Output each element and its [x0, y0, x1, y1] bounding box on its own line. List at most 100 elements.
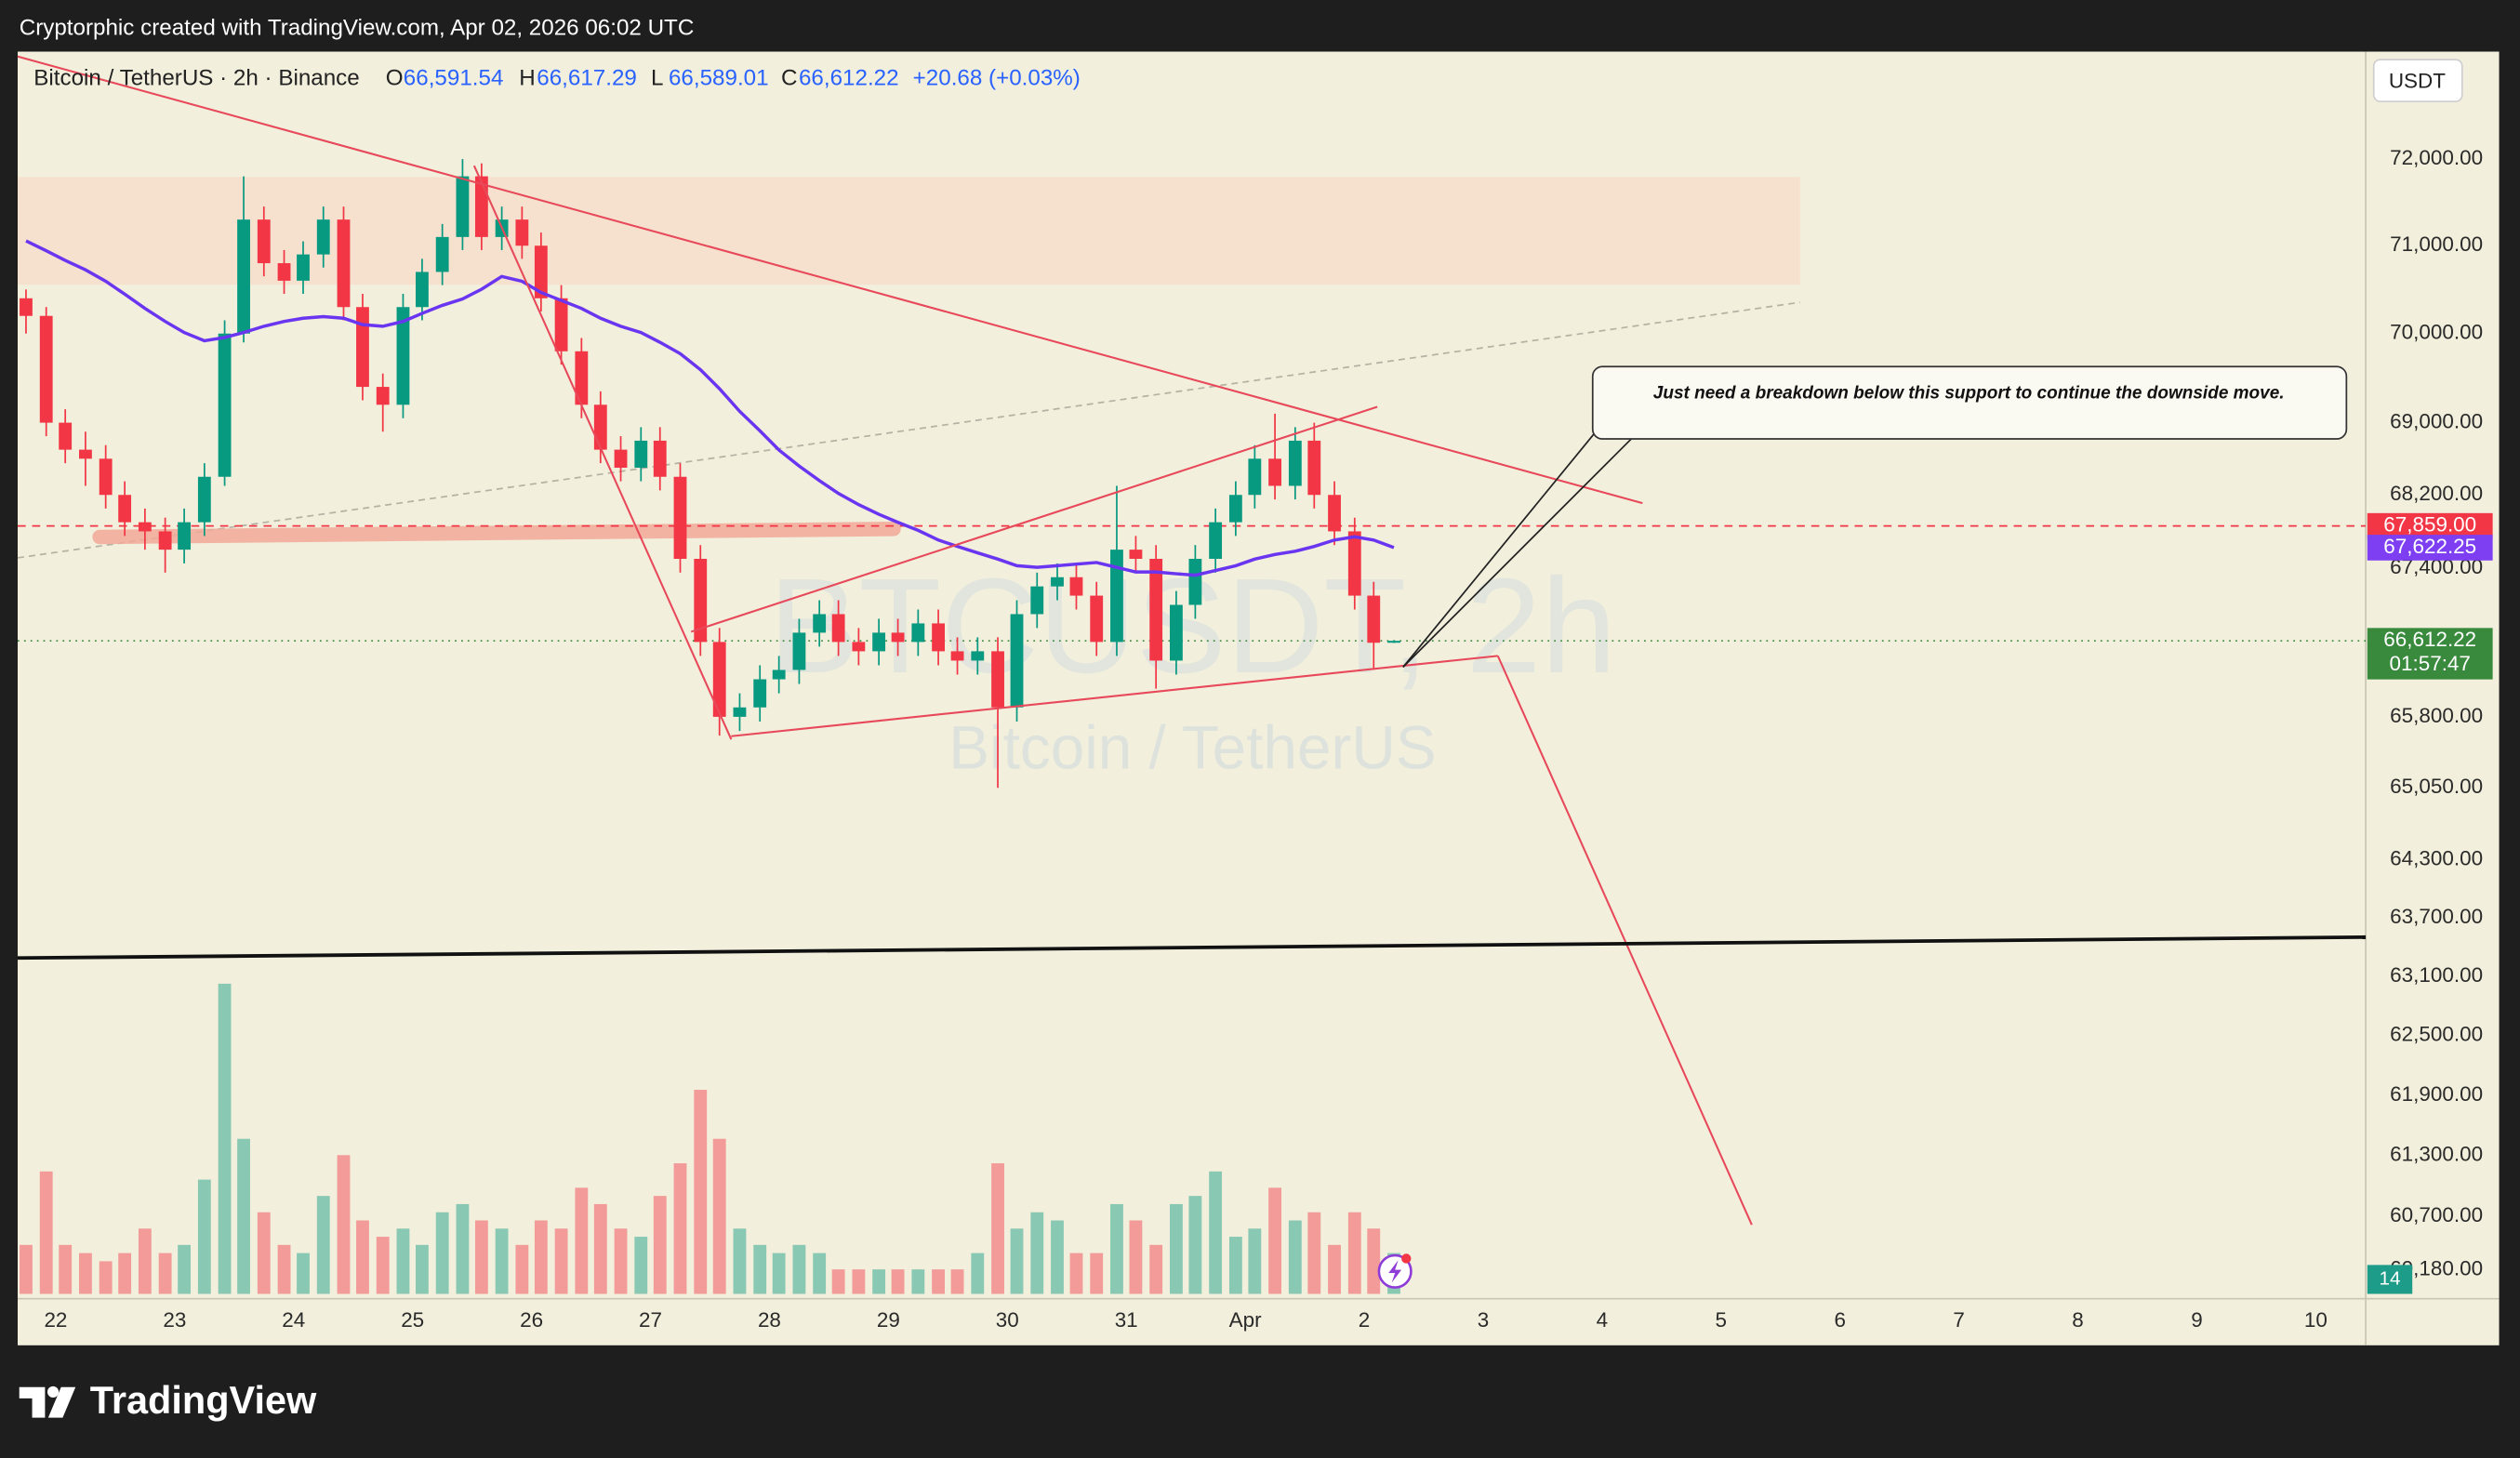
ohlc-legend: O 66,591.54 H 66,617.29 L 66,589.01 C 66,612.22: [386, 65, 899, 90]
volume-bar: [1051, 1220, 1064, 1294]
candle-body: [1209, 522, 1223, 559]
candle-body: [257, 219, 271, 264]
logo-shape: [19, 1386, 46, 1418]
candle-body: [653, 440, 667, 477]
volume-bar: [694, 1090, 708, 1294]
volume-bar: [356, 1220, 369, 1294]
volume-bar: [673, 1163, 687, 1294]
volume-bar: [653, 1196, 667, 1294]
volume-bar: [792, 1244, 806, 1294]
price-badge-text: 67,859.00: [2383, 513, 2476, 537]
candle-body: [971, 651, 985, 661]
candle-body: [99, 458, 113, 496]
volume-bar: [813, 1253, 827, 1294]
y-tick-label: 64,300.00: [2390, 846, 2483, 869]
volume-bar: [79, 1253, 92, 1294]
candle-body: [20, 298, 33, 316]
x-tick-label: 24: [282, 1308, 305, 1332]
resistance-zone: [18, 177, 1800, 285]
channel-lower: [731, 655, 1498, 737]
drop-trendline: [472, 165, 733, 740]
candle-body: [1328, 495, 1341, 532]
candle-body: [831, 614, 845, 643]
volume-bar: [435, 1212, 449, 1294]
legend-key: O: [386, 65, 404, 90]
volume-bar: [416, 1244, 429, 1294]
x-tick-label: 9: [2191, 1308, 2202, 1332]
candle-body: [1010, 614, 1024, 708]
volume-bar: [138, 1228, 152, 1294]
volume-bar: [515, 1244, 529, 1294]
x-tick-label: 22: [44, 1308, 67, 1332]
candle-body: [852, 642, 866, 652]
volume-bar: [971, 1253, 985, 1294]
volume-bar: [872, 1269, 886, 1294]
y-tick-label: 65,050.00: [2390, 775, 2483, 798]
candle-body: [197, 476, 211, 523]
legend-key: H: [519, 65, 535, 90]
volume-bar: [39, 1171, 53, 1294]
candle-body: [337, 219, 351, 308]
volume-bar: [456, 1203, 470, 1294]
horizontal-support: [17, 934, 2367, 961]
legend-value: 66,617.29: [537, 65, 637, 90]
y-tick-label: 69,000.00: [2390, 410, 2483, 433]
x-tick-label: 23: [163, 1308, 186, 1332]
volume-bar: [534, 1220, 548, 1294]
candle-body: [733, 707, 747, 717]
support-highlight: [92, 522, 901, 545]
y-tick-label: 65,800.00: [2390, 704, 2483, 727]
candle-body: [1228, 495, 1242, 523]
volume-bar: [495, 1228, 509, 1294]
volume-bar: [991, 1163, 1004, 1294]
alert-icon-bolt: [1388, 1260, 1402, 1283]
candle-body: [1347, 531, 1361, 596]
currency-button[interactable]: [2372, 59, 2463, 102]
volume-bar: [1090, 1253, 1104, 1294]
y-tick-label: 60,700.00: [2390, 1203, 2483, 1226]
indicator-badge: [2367, 1265, 2413, 1294]
candle-body: [1188, 558, 1202, 605]
candle-body: [614, 449, 628, 469]
volume-bar: [831, 1269, 845, 1294]
candle-body: [297, 254, 310, 281]
drawings-back: [17, 177, 1800, 559]
x-tick-label: 5: [1716, 1308, 1728, 1332]
candle-body: [316, 219, 330, 255]
candle-body: [1110, 550, 1123, 643]
candle-body: [634, 440, 648, 469]
volume-bar: [474, 1220, 488, 1294]
price-badge: [2367, 628, 2493, 680]
candle-body: [158, 531, 172, 550]
candle-body: [237, 219, 250, 334]
x-tick-label: 25: [401, 1308, 424, 1332]
volume-bar: [158, 1253, 172, 1294]
candle-body: [39, 315, 53, 423]
candle-body: [792, 632, 806, 670]
watermark-subtitle: Bitcoin / TetherUS: [948, 713, 1436, 781]
x-tick-label: 7: [1953, 1308, 1965, 1332]
x-tick-label: 31: [1115, 1308, 1138, 1332]
descending-trendline: [17, 55, 1643, 505]
candle-body: [1170, 604, 1183, 661]
candle-body: [534, 245, 548, 298]
candle-body: [593, 404, 607, 450]
volume-bar: [1188, 1196, 1202, 1294]
candle-body: [911, 623, 925, 643]
volume-bar: [753, 1244, 767, 1294]
volume-bar: [772, 1253, 786, 1294]
series-layer: [18, 159, 2367, 1294]
price-badge-text: 67,622.25: [2383, 535, 2476, 558]
y-tick-label: 63,100.00: [2390, 963, 2483, 987]
x-tick-label: 3: [1478, 1308, 1490, 1332]
price-badge: [2367, 512, 2493, 539]
volume-bar: [337, 1155, 351, 1294]
candle-body: [356, 307, 369, 388]
price-badge-text: 66,612.22: [2383, 628, 2476, 651]
volume-bar: [1307, 1212, 1321, 1294]
volume-bar: [376, 1237, 390, 1294]
volume-bar: [950, 1269, 964, 1294]
volume-bar: [593, 1203, 607, 1294]
legend-value: 66,589.01: [669, 65, 769, 90]
candle-body: [1268, 458, 1282, 486]
